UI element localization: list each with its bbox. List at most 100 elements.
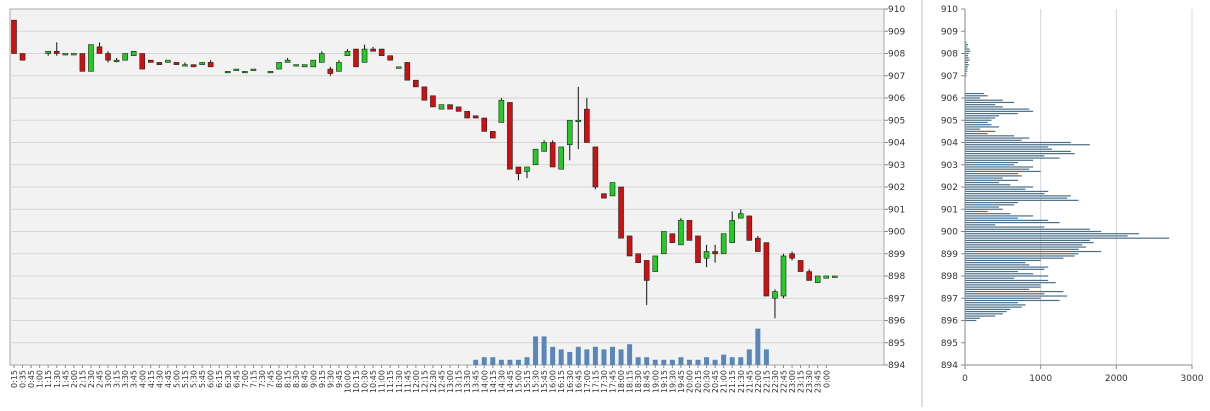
x-tick-label: 6:00 xyxy=(207,370,216,388)
x-tick-label: 11:30 xyxy=(395,370,404,393)
x-tick-label: 16:30 xyxy=(566,370,575,393)
profile-bar xyxy=(965,224,996,226)
candle-down xyxy=(626,235,633,257)
profile-bar xyxy=(965,233,1140,235)
x-tick-label: 5:15 xyxy=(181,370,190,388)
x-tick-label: 8:30 xyxy=(292,370,301,388)
x-tick-label: 9:00 xyxy=(309,370,318,388)
x-tick-label: 19:00 xyxy=(651,370,660,393)
x-tick-label: 18:45 xyxy=(643,370,652,393)
candle-down xyxy=(601,193,607,199)
profile-bar xyxy=(965,128,981,130)
profile-bar xyxy=(965,284,1041,286)
x-tick-label: 1:15 xyxy=(44,370,53,388)
profile-bar xyxy=(965,64,969,66)
profile-bar xyxy=(965,170,1041,173)
candle-up xyxy=(45,50,52,54)
x-tick-label: 17:45 xyxy=(609,370,618,393)
profile-bar xyxy=(965,319,977,322)
candle-down xyxy=(173,62,180,65)
profile-bar xyxy=(965,166,1034,168)
profile-bar xyxy=(965,99,1003,101)
profile-bar xyxy=(965,279,1049,282)
candle-down xyxy=(686,220,693,241)
volume-bar xyxy=(533,336,539,365)
profile-y-tick-label: 895 xyxy=(941,339,958,349)
profile-bar xyxy=(965,55,969,57)
x-tick-label: 0:15 xyxy=(10,370,19,388)
profile-y-tick-label: 894 xyxy=(941,361,958,371)
candle-up xyxy=(199,62,205,65)
candle-down xyxy=(695,235,701,263)
y-tick-label: 910 xyxy=(888,5,905,15)
x-tick-label: 2:30 xyxy=(87,370,96,388)
candle-down xyxy=(404,62,411,81)
volume-bars xyxy=(473,328,769,365)
profile-y-tick-label: 898 xyxy=(941,272,958,282)
profile-x-tick-label: 2000 xyxy=(1105,374,1128,384)
profile-bar xyxy=(965,242,1094,244)
profile-bar xyxy=(965,146,1049,148)
candle-down xyxy=(746,215,753,241)
profile-bar xyxy=(965,97,981,99)
candle-up xyxy=(720,233,727,255)
x-tick-label: 18:00 xyxy=(617,370,626,393)
candle-up xyxy=(233,68,240,71)
x-tick-label: 17:00 xyxy=(583,370,592,393)
volume-bar xyxy=(721,354,727,365)
candle-down xyxy=(464,111,470,119)
candle-up xyxy=(652,255,659,272)
profile-bar xyxy=(965,277,1015,279)
candle-up xyxy=(336,62,342,72)
x-tick-label: 21:30 xyxy=(737,370,746,393)
profile-bar xyxy=(965,59,970,61)
volume-bar xyxy=(627,344,633,365)
volume-bar xyxy=(661,359,667,365)
profile-bar xyxy=(965,75,967,77)
profile-bar xyxy=(965,133,988,135)
candle-up xyxy=(814,275,821,283)
volume-bar xyxy=(584,349,590,365)
candle-up xyxy=(182,64,188,67)
y-tick-label: 897 xyxy=(888,294,905,304)
x-tick-label: 21:15 xyxy=(728,370,737,393)
profile-bar xyxy=(965,239,1090,241)
x-tick-label: 2:00 xyxy=(70,370,79,388)
x-tick-label: 6:30 xyxy=(224,370,233,388)
x-tick-label: 3:00 xyxy=(104,370,113,388)
profile-bar xyxy=(965,248,1079,250)
profile-bar xyxy=(965,297,1041,299)
x-tick-label: 7:45 xyxy=(267,370,276,388)
profile-x-tick-label: 3000 xyxy=(1181,374,1204,384)
profile-bar xyxy=(965,139,1022,141)
candle-up xyxy=(293,64,299,67)
x-tick-label: 5:45 xyxy=(198,370,207,388)
candle-up xyxy=(113,59,120,62)
profile-bar xyxy=(965,119,992,121)
candle-down xyxy=(378,48,385,57)
volume-bar xyxy=(524,357,530,365)
profile-bar xyxy=(965,179,1018,181)
profile-bar xyxy=(965,150,1071,152)
profile-bar xyxy=(965,181,1000,184)
profile-x-axis: 0 1000 2000 3000 xyxy=(962,365,1204,384)
profile-bar xyxy=(965,66,969,68)
x-tick-label: 13:30 xyxy=(463,370,472,393)
profile-bar xyxy=(965,115,1000,117)
candle-y-axis: 910 909 908 907 906 905 904 903 902 901 900 899 898 8… xyxy=(884,5,905,371)
profile-bar xyxy=(965,195,1071,197)
y-tick-label: 900 xyxy=(888,228,905,238)
x-tick-label: 3:45 xyxy=(130,370,139,388)
volume-bar xyxy=(704,357,710,365)
profile-bar xyxy=(965,253,1079,255)
profile-y-tick-label: 906 xyxy=(941,94,958,104)
x-tick-label: 13:00 xyxy=(446,370,455,393)
x-tick-label: 15:45 xyxy=(540,370,549,393)
volume-bar xyxy=(490,357,496,365)
profile-bar xyxy=(965,61,969,63)
profile-bar xyxy=(965,95,988,97)
candle-up xyxy=(242,71,248,74)
x-tick-label: 0:35 xyxy=(19,370,28,388)
x-tick-label: 20:00 xyxy=(685,370,694,393)
